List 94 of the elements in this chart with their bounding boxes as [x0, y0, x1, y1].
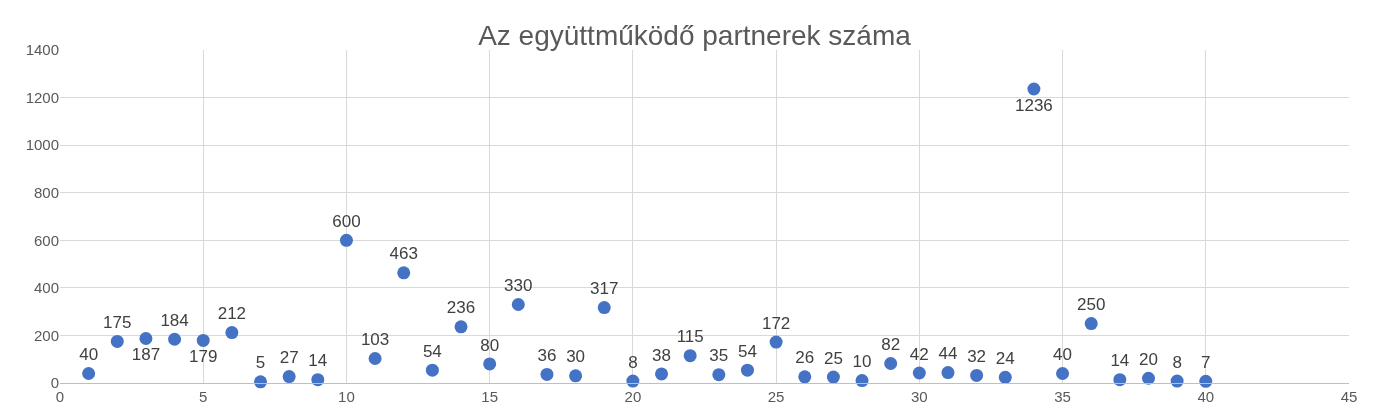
data-label: 30	[566, 347, 586, 367]
point	[655, 367, 669, 381]
data-label: 26	[795, 348, 815, 368]
point	[139, 332, 153, 346]
point	[339, 233, 353, 247]
y-tick-label: 0	[50, 374, 59, 392]
data-label: 44	[938, 344, 958, 364]
data-label: 463	[389, 244, 418, 264]
point	[483, 357, 497, 371]
data-label: 24	[995, 348, 1015, 368]
point	[683, 349, 697, 363]
data-label: 32	[967, 347, 987, 367]
y-tick-label: 1000	[25, 136, 59, 154]
x-tick-label: 45	[1340, 388, 1358, 405]
data-label: 27	[279, 348, 299, 368]
data-label: 42	[909, 344, 929, 364]
point	[597, 301, 611, 315]
data-label: 14	[1110, 351, 1130, 371]
y-tick-label: 1400	[25, 41, 59, 59]
x-tick-label: 15	[481, 388, 499, 405]
y-tick-label: 1200	[25, 88, 59, 106]
point	[511, 298, 525, 311]
data-label: 236	[446, 298, 476, 318]
point	[397, 266, 411, 280]
y-tick-label: 400	[33, 279, 59, 297]
x-tick-label: 30	[910, 388, 928, 405]
point	[998, 370, 1012, 384]
point	[1113, 373, 1127, 387]
data-label: 35	[709, 346, 729, 366]
data-label: 1236	[1015, 95, 1053, 115]
point	[110, 334, 124, 348]
data-label: 82	[881, 335, 901, 355]
point	[1142, 371, 1155, 385]
data-label: 40	[79, 345, 99, 365]
data-label: 317	[590, 279, 619, 299]
x-tick-label: 5	[199, 388, 208, 405]
point	[368, 352, 382, 365]
point	[769, 335, 783, 349]
data-label: 172	[761, 313, 791, 333]
data-label: 8	[1172, 352, 1182, 372]
data-label: 80	[480, 335, 500, 355]
chart-title: Az együttműködő partnerek száma	[478, 19, 912, 51]
data-label: 54	[738, 341, 757, 361]
data-label: 115	[676, 327, 704, 347]
point	[1056, 366, 1070, 380]
point	[798, 370, 812, 384]
point	[826, 370, 840, 384]
point	[540, 367, 554, 381]
data-label: 103	[360, 330, 390, 350]
data-label: 8	[628, 352, 638, 372]
point	[1199, 374, 1213, 388]
point	[196, 333, 210, 347]
data-label: 25	[823, 348, 843, 368]
data-label: 250	[1077, 295, 1106, 315]
point	[282, 370, 296, 384]
x-tick-label: 40	[1197, 388, 1215, 405]
data-label: 20	[1139, 349, 1158, 369]
y-tick-label: 600	[33, 231, 59, 249]
point	[1027, 82, 1041, 96]
point	[740, 363, 754, 377]
x-tick-label: 25	[767, 388, 785, 405]
point	[712, 368, 726, 382]
data-label: 40	[1053, 345, 1073, 365]
x-tick-label: 10	[338, 388, 355, 405]
point	[569, 369, 583, 383]
data-label: 175	[103, 313, 132, 333]
point	[82, 366, 96, 380]
point	[941, 366, 955, 380]
y-tick-label: 800	[33, 183, 59, 201]
point	[311, 373, 325, 387]
point	[168, 332, 182, 346]
x-tick-label: 35	[1054, 388, 1071, 405]
data-label: 36	[537, 346, 557, 366]
x-tick-label: 20	[624, 388, 642, 405]
point	[425, 363, 439, 377]
point	[912, 366, 926, 380]
data-label: 179	[189, 347, 218, 367]
point	[1084, 317, 1098, 331]
data-label: 184	[160, 310, 189, 330]
data-label: 5	[255, 353, 266, 373]
point	[454, 320, 468, 334]
data-label: 10	[852, 352, 872, 372]
data-label: 212	[217, 304, 247, 324]
point	[884, 357, 898, 370]
data-label: 600	[332, 211, 361, 231]
point	[225, 326, 239, 340]
data-label: 330	[504, 276, 533, 296]
data-label: 187	[131, 345, 161, 365]
point	[970, 368, 984, 382]
y-tick-label: 200	[33, 326, 59, 344]
data-label: 14	[308, 351, 328, 371]
data-label: 7	[1201, 352, 1211, 372]
data-label: 54	[422, 341, 442, 361]
data-label: 38	[652, 345, 671, 365]
